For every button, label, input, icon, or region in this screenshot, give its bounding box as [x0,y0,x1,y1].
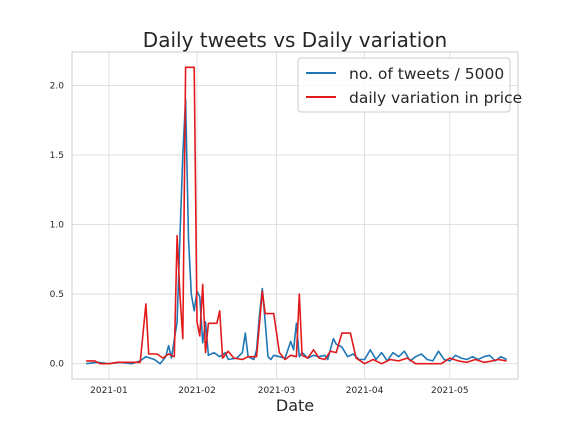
y-tick-labels: 0.0 0.5 1.0 1.5 2.0 [50,81,65,369]
x-axis-label: Date [276,396,314,415]
y-tick-label: 1.5 [50,151,64,161]
x-tick-label: 2021-03 [258,386,296,396]
chart-title: Daily tweets vs Daily variation [143,28,447,52]
legend-box [297,57,511,113]
tweets-series-line [86,98,507,365]
y-tick-label: 1.0 [50,221,65,231]
plot-area-border [71,51,519,380]
legend-label-price: daily variation in price [349,89,522,107]
y-tick-label: 0.5 [50,290,64,300]
price-variation-series-line [86,66,507,365]
y-tick-label: 2.0 [50,81,65,91]
legend-label-tweets: no. of tweets / 5000 [349,65,504,83]
x-tick-label: 2021-02 [178,386,216,396]
series-layer [86,66,507,365]
x-tick-label: 2021-04 [346,386,384,396]
x-tick-labels: 2021-01 2021-02 2021-03 2021-04 2021-05 [90,386,469,396]
x-tick-label: 2021-05 [431,386,469,396]
legend: no. of tweets / 5000 daily variation in … [297,57,522,113]
x-tick-label: 2021-01 [90,386,128,396]
y-tick-label: 0.0 [50,360,65,370]
